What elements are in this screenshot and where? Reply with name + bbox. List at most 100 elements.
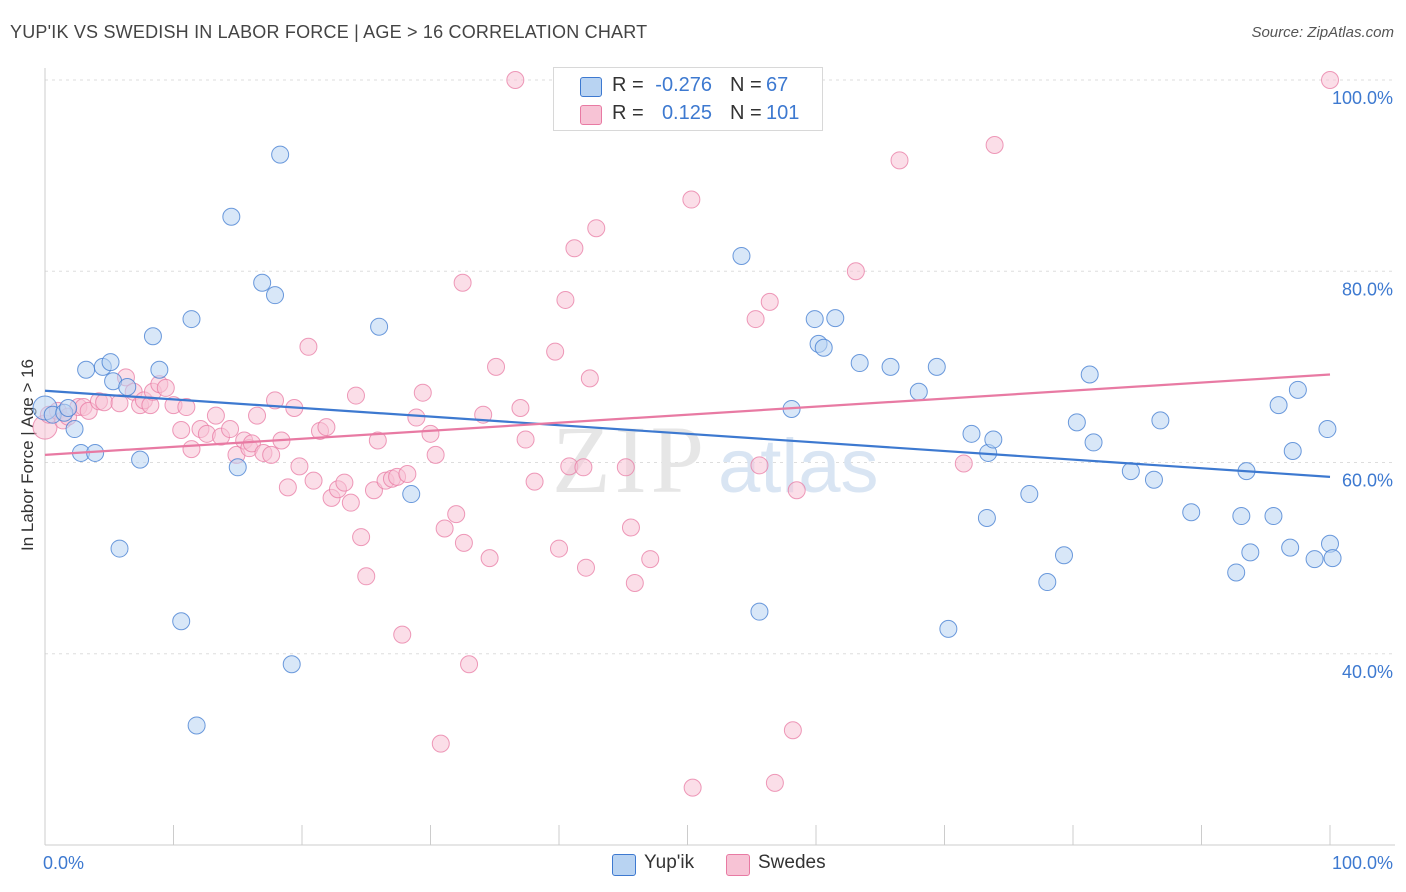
swedes-point bbox=[352, 528, 371, 547]
swedes-point bbox=[954, 454, 973, 473]
yupik-point bbox=[150, 360, 169, 379]
swedes-point bbox=[454, 533, 473, 552]
bottom-legend-swatch-yupik bbox=[612, 854, 636, 876]
swedes-point bbox=[435, 519, 454, 538]
bottom-legend-swatch-swedes bbox=[726, 854, 750, 876]
yupik-point bbox=[266, 286, 285, 305]
bottom-legend-label-yupik: Yup'ik bbox=[644, 852, 695, 873]
yupik-point bbox=[182, 310, 201, 329]
legend-r-label: R = bbox=[612, 74, 644, 96]
yupik-point bbox=[222, 207, 241, 226]
swedes-point bbox=[565, 239, 584, 258]
yupik-point bbox=[1269, 396, 1288, 415]
yupik-point bbox=[1182, 503, 1201, 522]
swedes-point bbox=[683, 778, 702, 797]
legend-swatch-swedes bbox=[580, 105, 602, 125]
swedes-point bbox=[357, 567, 376, 586]
swedes-point bbox=[368, 431, 387, 450]
swedes-point bbox=[574, 458, 593, 477]
legend-r-value: -0.276 bbox=[655, 74, 712, 96]
swedes-point bbox=[787, 481, 806, 500]
yupik-point bbox=[110, 539, 129, 558]
yupik-point bbox=[1055, 546, 1074, 565]
yupik-point bbox=[1144, 470, 1163, 489]
legend-n-value: 67 bbox=[766, 74, 789, 96]
swedes-point bbox=[172, 420, 191, 439]
yupik-point bbox=[750, 602, 769, 621]
source-label: Source: ZipAtlas.com bbox=[1251, 24, 1394, 41]
swedes-point bbox=[846, 262, 865, 281]
yupik-point bbox=[909, 382, 928, 401]
yupik-point bbox=[1038, 573, 1057, 592]
swedes-point bbox=[587, 219, 606, 238]
yupik-point bbox=[732, 246, 751, 265]
swedes-point bbox=[765, 773, 784, 792]
trend-lines bbox=[44, 373, 1331, 478]
x-tick-label: 100.0% bbox=[1332, 853, 1393, 873]
legend-swatch-yupik bbox=[580, 77, 602, 97]
yupik-point bbox=[1080, 365, 1099, 384]
yupik-point bbox=[850, 354, 869, 373]
swedes-point bbox=[616, 458, 635, 477]
legend-row-yupik: R = -0.276 N = 67 bbox=[554, 72, 822, 100]
yupik-point bbox=[1020, 485, 1039, 504]
swedes-point bbox=[487, 357, 506, 376]
swedes-point bbox=[266, 391, 285, 410]
yupik-point bbox=[1121, 462, 1140, 481]
yupik-point bbox=[1264, 507, 1283, 526]
yupik-point bbox=[118, 377, 137, 396]
swedes-point bbox=[364, 481, 383, 500]
swedes-point bbox=[407, 408, 426, 427]
swedes-point bbox=[546, 342, 565, 361]
tick-labels: 40.0% 60.0% 80.0% 100.0% 0.0% 100.0% bbox=[43, 88, 1393, 873]
yupik-point bbox=[101, 353, 120, 372]
swedes-point bbox=[335, 473, 354, 492]
swedes-point bbox=[413, 383, 432, 402]
swedes-point bbox=[682, 190, 701, 209]
swedes-point bbox=[556, 290, 575, 309]
legend-row-swedes: R = 0.125 N = 101 bbox=[554, 100, 822, 128]
swedes-point bbox=[262, 445, 281, 464]
swedes-point bbox=[750, 456, 769, 475]
swedes-point bbox=[182, 440, 201, 459]
swedes-point bbox=[480, 549, 499, 568]
yupik-point bbox=[402, 485, 421, 504]
swedes-point bbox=[890, 151, 909, 170]
swedes-point bbox=[985, 136, 1004, 155]
yupik-point bbox=[1281, 538, 1300, 557]
series-swedes-points bbox=[32, 71, 1339, 797]
trend-line-yupik bbox=[44, 389, 1331, 478]
yupik-point bbox=[143, 327, 162, 346]
swedes-point bbox=[460, 655, 479, 674]
y-tick-label: 60.0% bbox=[1342, 471, 1393, 491]
yupik-point bbox=[927, 357, 946, 376]
axes bbox=[44, 68, 1395, 846]
legend-n-label: N = bbox=[730, 74, 762, 96]
yupik-point bbox=[984, 430, 1003, 449]
swedes-point bbox=[516, 430, 535, 449]
yupik-point bbox=[187, 716, 206, 735]
trend-line-swedes bbox=[44, 373, 1331, 456]
swedes-point bbox=[580, 369, 599, 388]
yupik-point bbox=[77, 360, 96, 379]
yupik-point bbox=[826, 309, 845, 328]
swedes-point bbox=[393, 625, 412, 644]
yupik-point bbox=[962, 424, 981, 443]
swedes-point bbox=[576, 558, 595, 577]
yupik-point bbox=[1151, 411, 1170, 430]
legend-n-label: N = bbox=[730, 102, 762, 124]
yupik-point bbox=[271, 145, 290, 164]
yupik-point bbox=[1227, 563, 1246, 582]
yupik-point bbox=[131, 450, 150, 469]
swedes-point bbox=[278, 478, 297, 497]
swedes-point bbox=[746, 310, 765, 329]
yupik-point bbox=[1323, 549, 1342, 568]
yupik-point bbox=[370, 317, 389, 336]
swedes-point bbox=[783, 721, 802, 740]
swedes-point bbox=[550, 539, 568, 558]
swedes-point bbox=[156, 378, 175, 397]
yupik-point bbox=[814, 338, 833, 357]
swedes-point bbox=[304, 471, 323, 490]
yupik-point bbox=[172, 612, 191, 631]
